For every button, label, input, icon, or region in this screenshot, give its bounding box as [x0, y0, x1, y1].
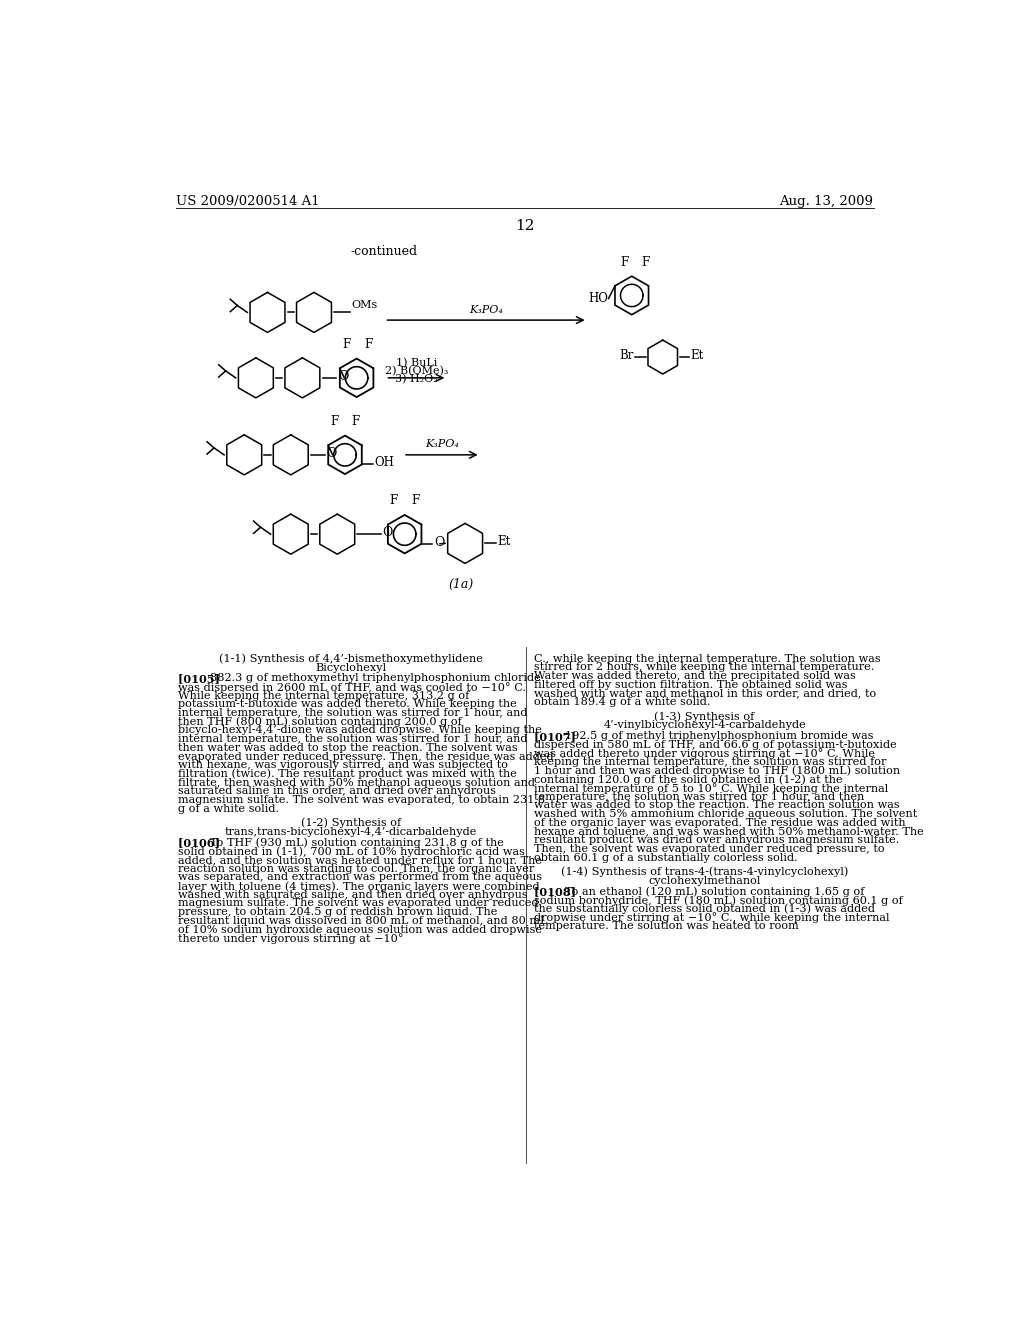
Text: OMs: OMs	[351, 300, 378, 310]
Text: stirred for 2 hours, while keeping the internal temperature.: stirred for 2 hours, while keeping the i…	[535, 663, 874, 672]
Text: dispersed in 580 mL of THF, and 66.6 g of potassium-t-butoxide: dispersed in 580 mL of THF, and 66.6 g o…	[535, 739, 897, 750]
Text: To an ethanol (120 mL) solution containing 1.65 g of: To an ethanol (120 mL) solution containi…	[565, 887, 865, 898]
Text: internal temperature, the solution was stirred for 1 hour, and: internal temperature, the solution was s…	[178, 734, 528, 744]
Text: O: O	[338, 370, 348, 383]
Text: C., while keeping the internal temperature. The solution was: C., while keeping the internal temperatu…	[535, 653, 881, 664]
Text: F: F	[620, 256, 628, 268]
Text: F: F	[390, 494, 398, 507]
Text: water was added to stop the reaction. The reaction solution was: water was added to stop the reaction. Th…	[535, 800, 900, 810]
Text: (1-4) Synthesis of trans-4-(trans-4-vinylcyclohexyl): (1-4) Synthesis of trans-4-(trans-4-viny…	[561, 867, 848, 878]
Text: 12: 12	[515, 219, 535, 234]
Text: resultant product was dried over anhydrous magnesium sulfate.: resultant product was dried over anhydro…	[535, 836, 899, 845]
Text: Br: Br	[618, 348, 633, 362]
Text: 2) B(OMe)₃: 2) B(OMe)₃	[385, 366, 447, 376]
Text: O: O	[327, 446, 337, 459]
Text: washed with saturated saline, and then dried over anhydrous: washed with saturated saline, and then d…	[178, 890, 528, 900]
Text: US 2009/0200514 A1: US 2009/0200514 A1	[176, 195, 319, 209]
Text: -continued: -continued	[350, 244, 418, 257]
Text: sodium borohydride, THF (180 mL) solution containing 60.1 g of: sodium borohydride, THF (180 mL) solutio…	[535, 895, 903, 906]
Text: evaporated under reduced pressure. Then, the residue was added: evaporated under reduced pressure. Then,…	[178, 751, 554, 762]
Text: dropwise under stirring at −10° C., while keeping the internal: dropwise under stirring at −10° C., whil…	[535, 912, 890, 924]
Text: OH: OH	[374, 457, 394, 470]
Text: containing 120.0 g of the solid obtained in (1-2) at the: containing 120.0 g of the solid obtained…	[535, 775, 843, 785]
Text: O: O	[434, 536, 444, 549]
Text: g of a white solid.: g of a white solid.	[178, 804, 280, 813]
Text: [0106]: [0106]	[178, 837, 228, 849]
Text: was separated, and extraction was performed from the aqueous: was separated, and extraction was perfor…	[178, 873, 543, 882]
Text: F: F	[330, 414, 338, 428]
Text: pressure, to obtain 204.5 g of reddish brown liquid. The: pressure, to obtain 204.5 g of reddish b…	[178, 907, 498, 917]
Text: 1 hour and then was added dropwise to THF (1800 mL) solution: 1 hour and then was added dropwise to TH…	[535, 766, 900, 776]
Text: potassium-t-butoxide was added thereto. While keeping the: potassium-t-butoxide was added thereto. …	[178, 700, 517, 709]
Text: was added thereto under vigorous stirring at −10° C. While: was added thereto under vigorous stirrin…	[535, 748, 876, 759]
Text: temperature. The solution was heated to room: temperature. The solution was heated to …	[535, 921, 799, 931]
Text: internal temperature, the solution was stirred for 1 hour, and: internal temperature, the solution was s…	[178, 708, 528, 718]
Text: 882.3 g of methoxymethyl triphenylphosphonium chloride: 882.3 g of methoxymethyl triphenylphosph…	[210, 673, 541, 684]
Text: magnesium sulfate. The solvent was evaporated, to obtain 231.8: magnesium sulfate. The solvent was evapo…	[178, 795, 546, 805]
Text: (1a): (1a)	[449, 578, 474, 591]
Text: Aug. 13, 2009: Aug. 13, 2009	[779, 195, 873, 209]
Text: of 10% sodium hydroxide aqueous solution was added dropwise: of 10% sodium hydroxide aqueous solution…	[178, 924, 543, 935]
Text: Et: Et	[690, 348, 703, 362]
Text: 1) BuLi: 1) BuLi	[395, 358, 437, 368]
Text: HO: HO	[589, 292, 608, 305]
Text: saturated saline in this order, and dried over anhydrous: saturated saline in this order, and drie…	[178, 787, 497, 796]
Text: (1-1) Synthesis of 4,4’-bismethoxymethylidene: (1-1) Synthesis of 4,4’-bismethoxymethyl…	[219, 653, 482, 664]
Text: Then, the solvent was evaporated under reduced pressure, to: Then, the solvent was evaporated under r…	[535, 843, 885, 854]
Text: magnesium sulfate. The solvent was evaporated under reduced: magnesium sulfate. The solvent was evapo…	[178, 899, 539, 908]
Text: trans,trans-bicyclohexyl-4,4’-dicarbaldehyde: trans,trans-bicyclohexyl-4,4’-dicarbalde…	[224, 826, 477, 837]
Text: To THF (930 mL) solution containing 231.8 g of the: To THF (930 mL) solution containing 231.…	[210, 837, 504, 849]
Text: then THF (800 mL) solution containing 200.0 g of: then THF (800 mL) solution containing 20…	[178, 717, 462, 727]
Text: was dispersed in 2600 mL of THF, and was cooled to −10° C.: was dispersed in 2600 mL of THF, and was…	[178, 682, 526, 693]
Text: F: F	[342, 338, 350, 351]
Text: keeping the internal temperature, the solution was stirred for: keeping the internal temperature, the so…	[535, 756, 887, 767]
Text: filtration (twice). The resultant product was mixed with the: filtration (twice). The resultant produc…	[178, 770, 517, 780]
Text: F: F	[365, 338, 373, 351]
Text: bicyclo-hexyl-4,4’-dione was added dropwise. While keeping the: bicyclo-hexyl-4,4’-dione was added dropw…	[178, 726, 543, 735]
Text: with hexane, was vigorously stirred, and was subjected to: with hexane, was vigorously stirred, and…	[178, 760, 508, 771]
Text: resultant liquid was dissolved in 800 mL of methanol, and 80 mL: resultant liquid was dissolved in 800 mL…	[178, 916, 548, 925]
Text: F: F	[642, 256, 650, 268]
Text: 4’-vinylbicyclohexyl-4-carbaldehyde: 4’-vinylbicyclohexyl-4-carbaldehyde	[603, 721, 806, 730]
Text: solid obtained in (1-1), 700 mL of 10% hydrochloric acid was: solid obtained in (1-1), 700 mL of 10% h…	[178, 846, 525, 857]
Text: the substantially colorless solid obtained in (1-3) was added: the substantially colorless solid obtain…	[535, 904, 876, 915]
Text: reaction solution was standing to cool. Then, the organic layer: reaction solution was standing to cool. …	[178, 863, 535, 874]
Text: K₃PO₄: K₃PO₄	[425, 440, 459, 449]
Text: washed with 5% ammonium chloride aqueous solution. The solvent: washed with 5% ammonium chloride aqueous…	[535, 809, 918, 820]
Text: K₃PO₄: K₃PO₄	[469, 305, 503, 314]
Text: layer with toluene (4 times). The organic layers were combined,: layer with toluene (4 times). The organi…	[178, 880, 544, 891]
Text: then water was added to stop the reaction. The solvent was: then water was added to stop the reactio…	[178, 743, 518, 752]
Text: hexane and toluene, and was washed with 50% methanol-water. The: hexane and toluene, and was washed with …	[535, 826, 924, 837]
Text: 192.5 g of methyl triphenylphosphonium bromide was: 192.5 g of methyl triphenylphosphonium b…	[565, 731, 873, 741]
Text: Water was added thereto, and the precipitated solid was: Water was added thereto, and the precipi…	[535, 671, 856, 681]
Text: F: F	[412, 494, 420, 507]
Text: added, and the solution was heated under reflux for 1 hour. The: added, and the solution was heated under…	[178, 855, 543, 865]
Text: temperature, the solution was stirred for 1 hour, and then: temperature, the solution was stirred fo…	[535, 792, 864, 801]
Text: 3) H₂O₂: 3) H₂O₂	[395, 374, 437, 384]
Text: F: F	[351, 414, 360, 428]
Text: [0107]: [0107]	[535, 731, 584, 742]
Text: filtered off by suction filtration. The obtained solid was: filtered off by suction filtration. The …	[535, 680, 848, 689]
Text: Et: Et	[498, 536, 511, 548]
Text: obtain 189.4 g of a white solid.: obtain 189.4 g of a white solid.	[535, 697, 711, 708]
Text: of the organic layer was evaporated. The residue was added with: of the organic layer was evaporated. The…	[535, 818, 905, 828]
Text: [0108]: [0108]	[535, 887, 584, 898]
Text: (1-3) Synthesis of: (1-3) Synthesis of	[654, 711, 755, 722]
Text: internal temperature of 5 to 10° C. While keeping the internal: internal temperature of 5 to 10° C. Whil…	[535, 783, 889, 793]
Text: While keeping the internal temperature, 313.2 g of: While keeping the internal temperature, …	[178, 690, 470, 701]
Text: cyclohexylmethanol: cyclohexylmethanol	[648, 875, 761, 886]
Text: washed with water and methanol in this order, and dried, to: washed with water and methanol in this o…	[535, 688, 877, 698]
Text: Bicyclohexyl: Bicyclohexyl	[315, 663, 386, 673]
Text: thereto under vigorous stirring at −10°: thereto under vigorous stirring at −10°	[178, 933, 403, 944]
Text: O: O	[382, 527, 392, 539]
Text: (1-2) Synthesis of: (1-2) Synthesis of	[301, 818, 400, 829]
Text: obtain 60.1 g of a substantially colorless solid.: obtain 60.1 g of a substantially colorle…	[535, 853, 798, 863]
Text: filtrate, then washed with 50% methanol aqueous solution and: filtrate, then washed with 50% methanol …	[178, 777, 536, 788]
Text: [0105]: [0105]	[178, 673, 228, 684]
